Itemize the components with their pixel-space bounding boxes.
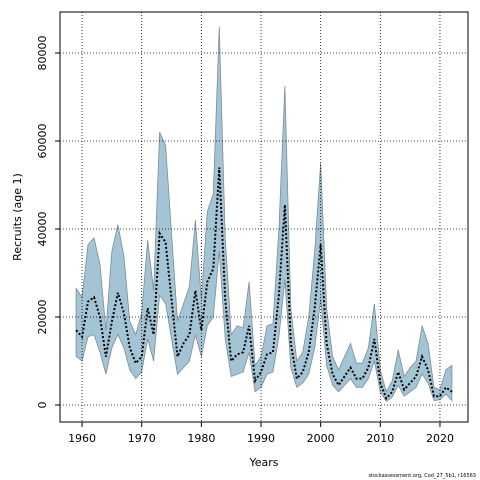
x-tick-label: 1980: [187, 432, 215, 445]
x-tick-label: 1960: [68, 432, 96, 445]
source-note: stockassessment.org, Cod_27_5b1, r16563: [368, 473, 476, 479]
y-axis-label: Recruits (age 1): [11, 173, 24, 261]
x-tick-label: 1990: [247, 432, 275, 445]
x-tick-label: 2000: [307, 432, 335, 445]
y-tick-label: 40000: [36, 211, 49, 246]
y-tick-label: 60000: [36, 123, 49, 158]
confidence-band: [75, 26, 453, 403]
x-tick-label: 2020: [426, 432, 454, 445]
estimate-line: [75, 167, 453, 401]
x-axis-label: Years: [248, 456, 278, 469]
x-tick-label: 2010: [366, 432, 394, 445]
plot-frame: [59, 11, 469, 423]
y-tick-label: 0: [36, 401, 49, 408]
y-tick-label: 20000: [36, 299, 49, 334]
y-tick-label: 80000: [36, 35, 49, 70]
x-tick-label: 1970: [128, 432, 156, 445]
